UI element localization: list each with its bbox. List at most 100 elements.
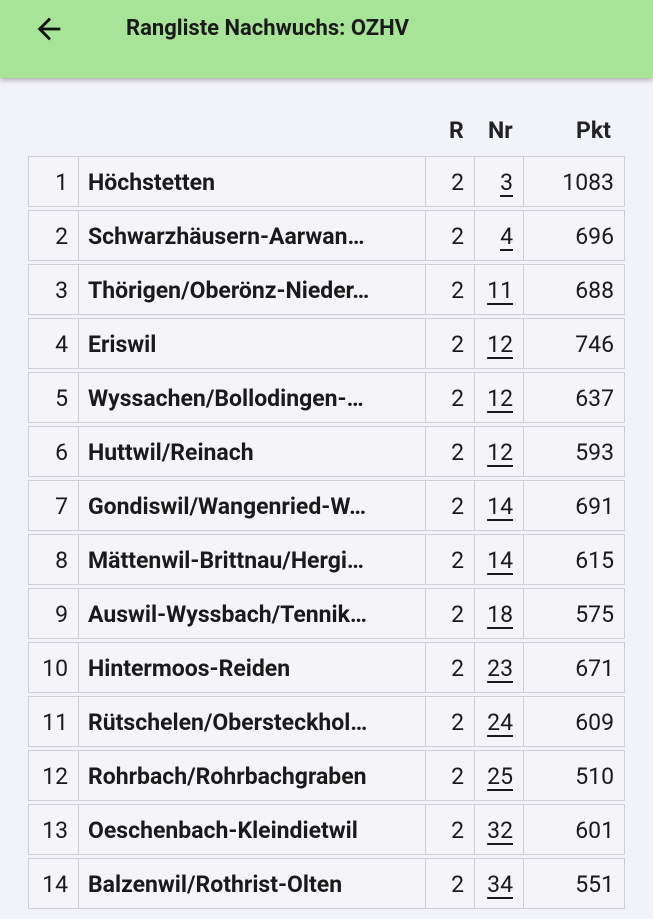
rank-cell: 2 <box>28 210 79 261</box>
club-name-cell: Hintermoos-Reiden <box>78 642 426 693</box>
rank-cell: 3 <box>28 264 79 315</box>
table-row: 2 Schwarzhäusern-Aarwan… 2 4 696 <box>28 210 625 264</box>
nr-link[interactable]: 3 <box>500 169 513 196</box>
nr-cell: 34 <box>474 858 524 909</box>
table-row: 14 Balzenwil/Rothrist-Olten 2 34 551 <box>28 858 625 912</box>
nr-cell: 3 <box>474 156 524 207</box>
nr-cell: 11 <box>474 264 524 315</box>
nr-link[interactable]: 18 <box>487 601 513 628</box>
table-row: 1 Höchstetten 2 3 1083 <box>28 156 625 210</box>
table-row: 4 Eriswil 2 12 746 <box>28 318 625 372</box>
points-cell: 575 <box>523 588 625 639</box>
r-cell: 2 <box>425 642 475 693</box>
nr-cell: 24 <box>474 696 524 747</box>
club-name-cell: Gondiswil/Wangenried-W… <box>78 480 426 531</box>
nr-cell: 23 <box>474 642 524 693</box>
points-cell: 691 <box>523 480 625 531</box>
r-cell: 2 <box>425 588 475 639</box>
club-name-cell: Wyssachen/Bollodingen-… <box>78 372 426 423</box>
nr-cell: 32 <box>474 804 524 855</box>
nr-link[interactable]: 32 <box>487 817 513 844</box>
column-header: Nr <box>488 117 513 144</box>
club-name-cell: Höchstetten <box>78 156 426 207</box>
nr-link[interactable]: 24 <box>487 709 513 736</box>
r-cell: 2 <box>425 156 475 207</box>
rank-cell: 8 <box>28 534 79 585</box>
nr-link[interactable]: 12 <box>487 385 513 412</box>
points-cell: 593 <box>523 426 625 477</box>
column-header: Pkt <box>576 117 611 144</box>
back-button[interactable] <box>32 12 66 46</box>
rank-cell: 9 <box>28 588 79 639</box>
nr-link[interactable]: 12 <box>487 331 513 358</box>
points-cell: 688 <box>523 264 625 315</box>
r-cell: 2 <box>425 318 475 369</box>
r-cell: 2 <box>425 750 475 801</box>
points-cell: 671 <box>523 642 625 693</box>
club-name-cell: Auswil-Wyssbach/Tennik… <box>78 588 426 639</box>
nr-cell: 25 <box>474 750 524 801</box>
points-cell: 609 <box>523 696 625 747</box>
nr-link[interactable]: 12 <box>487 439 513 466</box>
nr-link[interactable]: 23 <box>487 655 513 682</box>
r-cell: 2 <box>425 210 475 261</box>
points-cell: 510 <box>523 750 625 801</box>
points-cell: 615 <box>523 534 625 585</box>
points-cell: 746 <box>523 318 625 369</box>
club-name-cell: Oeschenbach-Kleindietwil <box>78 804 426 855</box>
rank-cell: 1 <box>28 156 79 207</box>
table-row: 7 Gondiswil/Wangenried-W… 2 14 691 <box>28 480 625 534</box>
ranking-table: 1 Höchstetten 2 3 1083 2 Schwarzhäusern-Aarwan… <box>28 156 625 912</box>
nr-link[interactable]: 14 <box>487 547 513 574</box>
club-name-cell: Huttwil/Reinach <box>78 426 426 477</box>
page-title: Rangliste Nachwuchs: OZHV <box>126 16 409 41</box>
table-row: 5 Wyssachen/Bollodingen-… 2 12 637 <box>28 372 625 426</box>
rank-cell: 4 <box>28 318 79 369</box>
points-cell: 601 <box>523 804 625 855</box>
rank-cell: 6 <box>28 426 79 477</box>
nr-cell: 14 <box>474 534 524 585</box>
club-name-cell: Rütschelen/Obersteckhol… <box>78 696 426 747</box>
points-cell: 696 <box>523 210 625 261</box>
club-name-cell: Balzenwil/Rothrist-Olten <box>78 858 426 909</box>
r-cell: 2 <box>425 264 475 315</box>
column-header: R <box>449 117 464 144</box>
table-row: 6 Huttwil/Reinach 2 12 593 <box>28 426 625 480</box>
points-cell: 1083 <box>523 156 625 207</box>
points-cell: 637 <box>523 372 625 423</box>
app-bar: Rangliste Nachwuchs: OZHV <box>0 0 653 78</box>
r-cell: 2 <box>425 696 475 747</box>
r-cell: 2 <box>425 480 475 531</box>
rank-cell: 14 <box>28 858 79 909</box>
table-row: 11 Rütschelen/Obersteckhol… 2 24 609 <box>28 696 625 750</box>
nr-link[interactable]: 34 <box>487 871 513 898</box>
table-row: 9 Auswil-Wyssbach/Tennik… 2 18 575 <box>28 588 625 642</box>
r-cell: 2 <box>425 426 475 477</box>
nr-cell: 18 <box>474 588 524 639</box>
table-row: 10 Hintermoos-Reiden 2 23 671 <box>28 642 625 696</box>
nr-cell: 14 <box>474 480 524 531</box>
table-row: 12 Rohrbach/Rohrbachgraben 2 25 510 <box>28 750 625 804</box>
nr-cell: 12 <box>474 426 524 477</box>
club-name-cell: Eriswil <box>78 318 426 369</box>
rank-cell: 13 <box>28 804 79 855</box>
rank-cell: 10 <box>28 642 79 693</box>
table-row: 3 Thörigen/Oberönz-Nieder… 2 11 688 <box>28 264 625 318</box>
r-cell: 2 <box>425 534 475 585</box>
nr-link[interactable]: 25 <box>487 763 513 790</box>
club-name-cell: Thörigen/Oberönz-Nieder… <box>78 264 426 315</box>
nr-link[interactable]: 14 <box>487 493 513 520</box>
nr-link[interactable]: 11 <box>487 277 513 304</box>
r-cell: 2 <box>425 372 475 423</box>
rank-cell: 5 <box>28 372 79 423</box>
nr-link[interactable]: 4 <box>500 223 513 250</box>
points-cell: 551 <box>523 858 625 909</box>
nr-cell: 4 <box>474 210 524 261</box>
nr-cell: 12 <box>474 372 524 423</box>
rank-cell: 7 <box>28 480 79 531</box>
rank-cell: 12 <box>28 750 79 801</box>
r-cell: 2 <box>425 858 475 909</box>
club-name-cell: Schwarzhäusern-Aarwan… <box>78 210 426 261</box>
club-name-cell: Mättenwil-Brittnau/Hergi… <box>78 534 426 585</box>
